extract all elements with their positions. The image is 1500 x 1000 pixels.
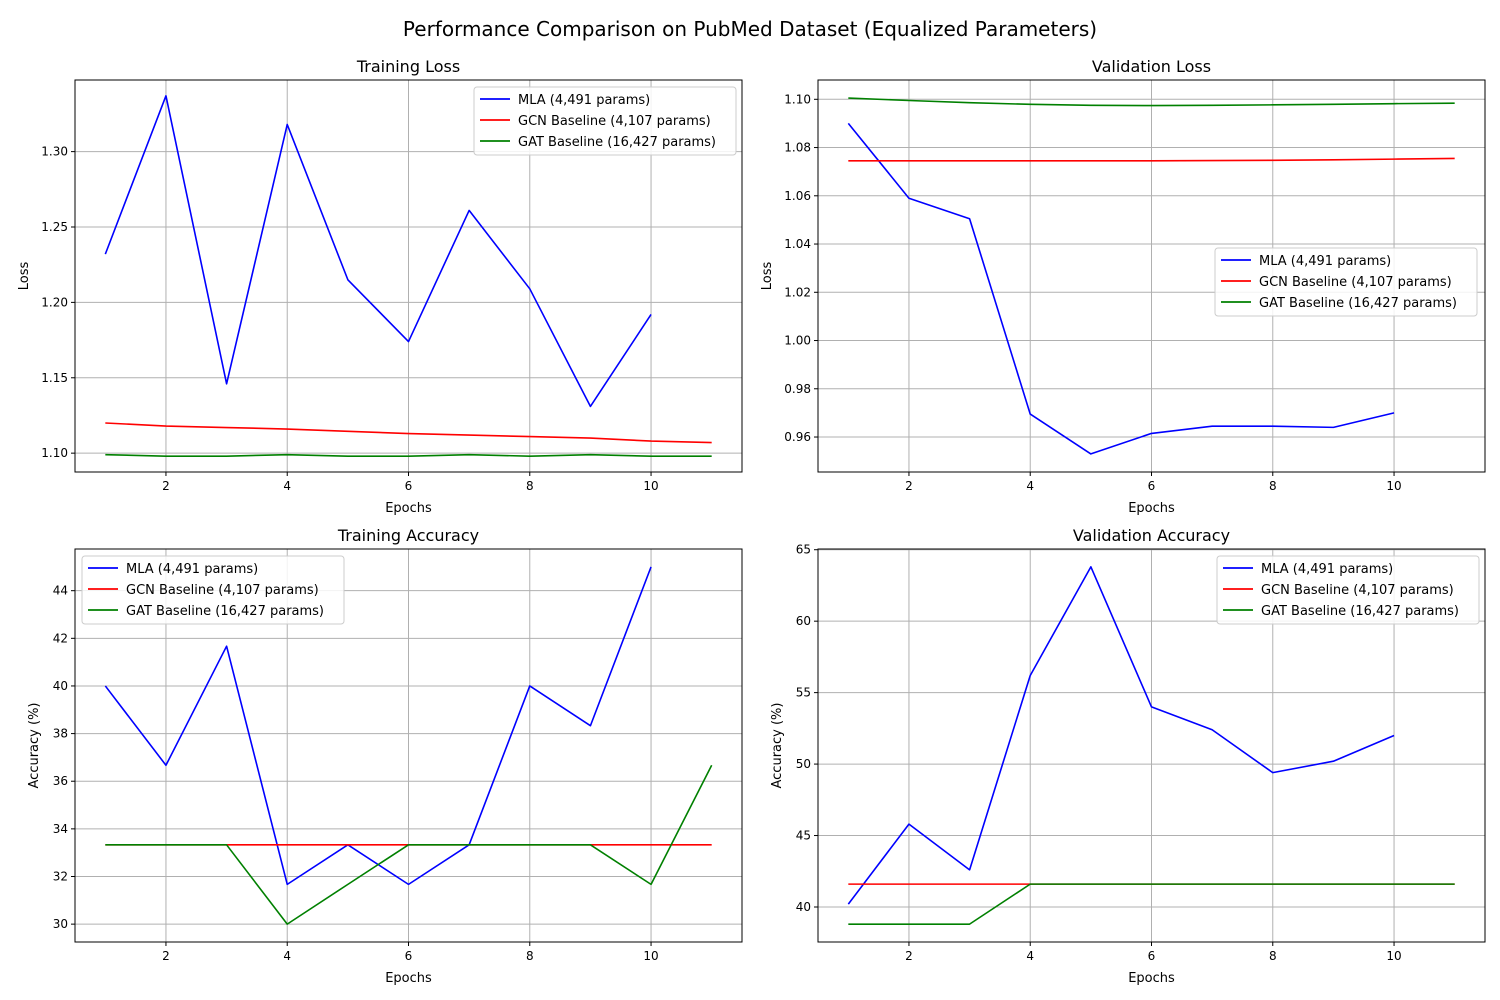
series-line-2: [105, 422, 712, 444]
y-tick-label: 50: [796, 757, 811, 771]
y-tick-label: 1.10: [784, 92, 811, 106]
legend-box: [81, 555, 345, 625]
series-line-3: [105, 453, 712, 457]
x-tick-label: 8: [1269, 949, 1277, 963]
figure-title: Performance Comparison on PubMed Dataset…: [403, 17, 1097, 41]
panel-title: Training Loss: [356, 57, 460, 76]
series-line-2: [848, 157, 1455, 162]
y-tick-label: 40: [53, 679, 68, 693]
y-tick-label: 0.98: [784, 382, 811, 396]
legend-label: GCN Baseline (4,107 params): [126, 583, 319, 598]
y-tick-label: 40: [796, 900, 811, 914]
y-axis-label: Loss: [17, 262, 32, 291]
legend: MLA (4,491 params) GCN Baseline (4,107 pa…: [1214, 247, 1478, 317]
x-tick-label: 6: [1148, 949, 1156, 963]
x-tick-label: 4: [1026, 479, 1034, 493]
y-tick-label: 1.00: [784, 334, 811, 348]
series-line-3: [848, 883, 1455, 925]
y-tick-label: 42: [53, 631, 68, 645]
y-tick-label: 1.25: [41, 220, 68, 234]
x-tick-label: 10: [643, 479, 658, 493]
legend-label: MLA (4,491 params): [1261, 562, 1393, 577]
y-tick-label: 1.04: [784, 237, 811, 251]
x-tick-label: 4: [283, 949, 291, 963]
y-tick-label: 1.10: [41, 446, 68, 460]
x-tick-label: 4: [283, 479, 291, 493]
legend-label: GCN Baseline (4,107 params): [1261, 583, 1454, 598]
y-tick-label: 44: [53, 584, 68, 598]
legend-label: GAT Baseline (16,427 params): [1259, 296, 1457, 311]
y-tick-label: 1.20: [41, 295, 68, 309]
x-tick-label: 2: [905, 479, 913, 493]
legend-label: GAT Baseline (16,427 params): [518, 135, 716, 150]
y-tick-label: 1.02: [784, 285, 811, 299]
legend: MLA (4,491 params) GCN Baseline (4,107 pa…: [81, 555, 345, 625]
y-tick-label: 32: [53, 870, 68, 884]
legend: MLA (4,491 params) GCN Baseline (4,107 pa…: [1216, 555, 1480, 625]
y-axis-label: Accuracy (%): [27, 703, 42, 789]
chart-panel-3: 2 4 6 8 10 30 32 34 36 38 40 42 44 Training Accuracy E…: [27, 526, 743, 986]
chart-panel-2: 2 4 6 8 10 0.96 0.98 1.00 1.02 1.04 1.06 1.08 1.10 Va…: [760, 57, 1486, 516]
x-tick-label: 2: [162, 479, 170, 493]
y-tick-label: 1.08: [784, 141, 811, 155]
y-tick-label: 1.30: [41, 145, 68, 159]
legend-label: GCN Baseline (4,107 params): [1259, 275, 1452, 290]
y-tick-label: 0.96: [784, 430, 811, 444]
y-tick-label: 30: [53, 917, 68, 931]
x-tick-label: 10: [1386, 949, 1401, 963]
y-tick-label: 45: [796, 829, 811, 843]
y-tick-label: 1.06: [784, 189, 811, 203]
y-tick-label: 36: [53, 774, 68, 788]
x-tick-label: 2: [905, 949, 913, 963]
x-axis-label: Epochs: [1128, 971, 1175, 986]
panel-title: Validation Loss: [1092, 57, 1211, 76]
x-tick-label: 10: [643, 949, 658, 963]
y-tick-label: 38: [53, 727, 68, 741]
x-tick-label: 4: [1026, 949, 1034, 963]
legend-box: [1216, 555, 1480, 625]
x-axis-label: Epochs: [1128, 501, 1175, 516]
y-tick-label: 65: [796, 543, 811, 557]
x-tick-label: 2: [162, 949, 170, 963]
series-line-3: [848, 97, 1455, 107]
legend-label: GAT Baseline (16,427 params): [1261, 604, 1459, 619]
x-axis-label: Epochs: [385, 971, 432, 986]
x-tick-label: 10: [1386, 479, 1401, 493]
x-tick-label: 6: [1148, 479, 1156, 493]
series-line-1: [104, 95, 652, 408]
x-tick-label: 8: [526, 479, 534, 493]
legend: MLA (4,491 params) GCN Baseline (4,107 pa…: [473, 86, 737, 156]
legend-label: GCN Baseline (4,107 params): [518, 114, 711, 129]
y-tick-label: 60: [796, 614, 811, 628]
panel-title: Training Accuracy: [337, 526, 479, 545]
chart-panels: 2 4 6 8 10 1.10 1.15 1.20 1.25 1.30 Training Loss E…: [17, 57, 1486, 986]
x-tick-label: 6: [405, 949, 413, 963]
y-axis-label: Accuracy (%): [770, 703, 785, 789]
x-axis-label: Epochs: [385, 501, 432, 516]
legend-box: [1214, 247, 1478, 317]
legend-label: GAT Baseline (16,427 params): [126, 604, 324, 619]
series-line-1: [847, 122, 1395, 455]
x-tick-label: 8: [526, 949, 534, 963]
legend-label: MLA (4,491 params): [126, 562, 258, 577]
x-tick-label: 8: [1269, 479, 1277, 493]
chart-panel-4: 2 4 6 8 10 40 45 50 55 60 65 Validation Accuracy Epo…: [770, 526, 1486, 986]
y-axis-label: Loss: [760, 262, 775, 291]
chart-panel-1: 2 4 6 8 10 1.10 1.15 1.20 1.25 1.30 Training Loss E…: [17, 57, 743, 516]
panel-title: Validation Accuracy: [1073, 526, 1230, 545]
y-tick-label: 34: [53, 822, 68, 836]
legend-box: [473, 86, 737, 156]
y-tick-label: 1.15: [41, 371, 68, 385]
legend-label: MLA (4,491 params): [518, 93, 650, 108]
y-tick-label: 55: [796, 686, 811, 700]
legend-label: MLA (4,491 params): [1259, 254, 1391, 269]
series-line-3: [105, 764, 713, 925]
series-line-1: [847, 566, 1395, 905]
x-tick-label: 6: [405, 479, 413, 493]
